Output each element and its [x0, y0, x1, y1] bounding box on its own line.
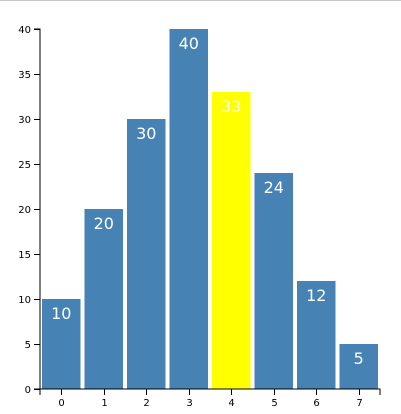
x-tick-label-5: 5 — [271, 398, 277, 409]
top-divider — [0, 0, 401, 1]
y-tick-label-10: 10 — [18, 295, 31, 306]
bar-4 — [212, 92, 251, 389]
y-tick-label-35: 35 — [18, 70, 31, 81]
y-tick-label-30: 30 — [18, 115, 31, 126]
y-tick-label-15: 15 — [18, 250, 31, 261]
bar-value-label-0: 10 — [51, 304, 71, 323]
x-tick-label-0: 0 — [58, 398, 64, 409]
bar-6 — [297, 281, 336, 389]
x-axis-line — [39, 388, 381, 395]
bar-value-label-6: 12 — [306, 286, 326, 305]
bar-value-label-5: 24 — [264, 178, 284, 197]
bar-value-label-2: 30 — [136, 124, 156, 143]
x-tick-label-2: 2 — [143, 398, 149, 409]
y-tick-label-40: 40 — [18, 25, 31, 36]
bar-5 — [254, 173, 293, 389]
bar-value-label-3: 40 — [179, 34, 199, 53]
y-tick-label-20: 20 — [18, 205, 31, 216]
y-tick-label-5: 5 — [25, 340, 31, 351]
bar-3 — [169, 29, 208, 389]
bars-group — [42, 29, 378, 389]
bar-value-label-7: 5 — [354, 349, 364, 368]
data-labels-group: 10 20 30 40 33 24 12 5 — [51, 34, 364, 368]
y-tick-label-25: 25 — [18, 160, 31, 171]
bar-value-label-1: 20 — [94, 214, 114, 233]
bar-7 — [339, 344, 378, 389]
y-tick-label-0: 0 — [25, 385, 31, 396]
bar-2 — [127, 119, 166, 389]
bar-0 — [42, 299, 81, 389]
x-tick-label-6: 6 — [313, 398, 319, 409]
x-tick-label-4: 4 — [228, 398, 234, 409]
bar-value-label-4: 33 — [221, 97, 241, 116]
bar-1 — [84, 209, 123, 389]
x-tick-label-3: 3 — [186, 398, 192, 409]
x-axis: 0 1 2 3 4 5 6 7 — [39, 388, 381, 409]
x-tick-label-1: 1 — [101, 398, 107, 409]
x-tick-label-7: 7 — [356, 398, 362, 409]
y-axis: 0 5 10 15 20 25 30 35 40 — [18, 25, 41, 396]
